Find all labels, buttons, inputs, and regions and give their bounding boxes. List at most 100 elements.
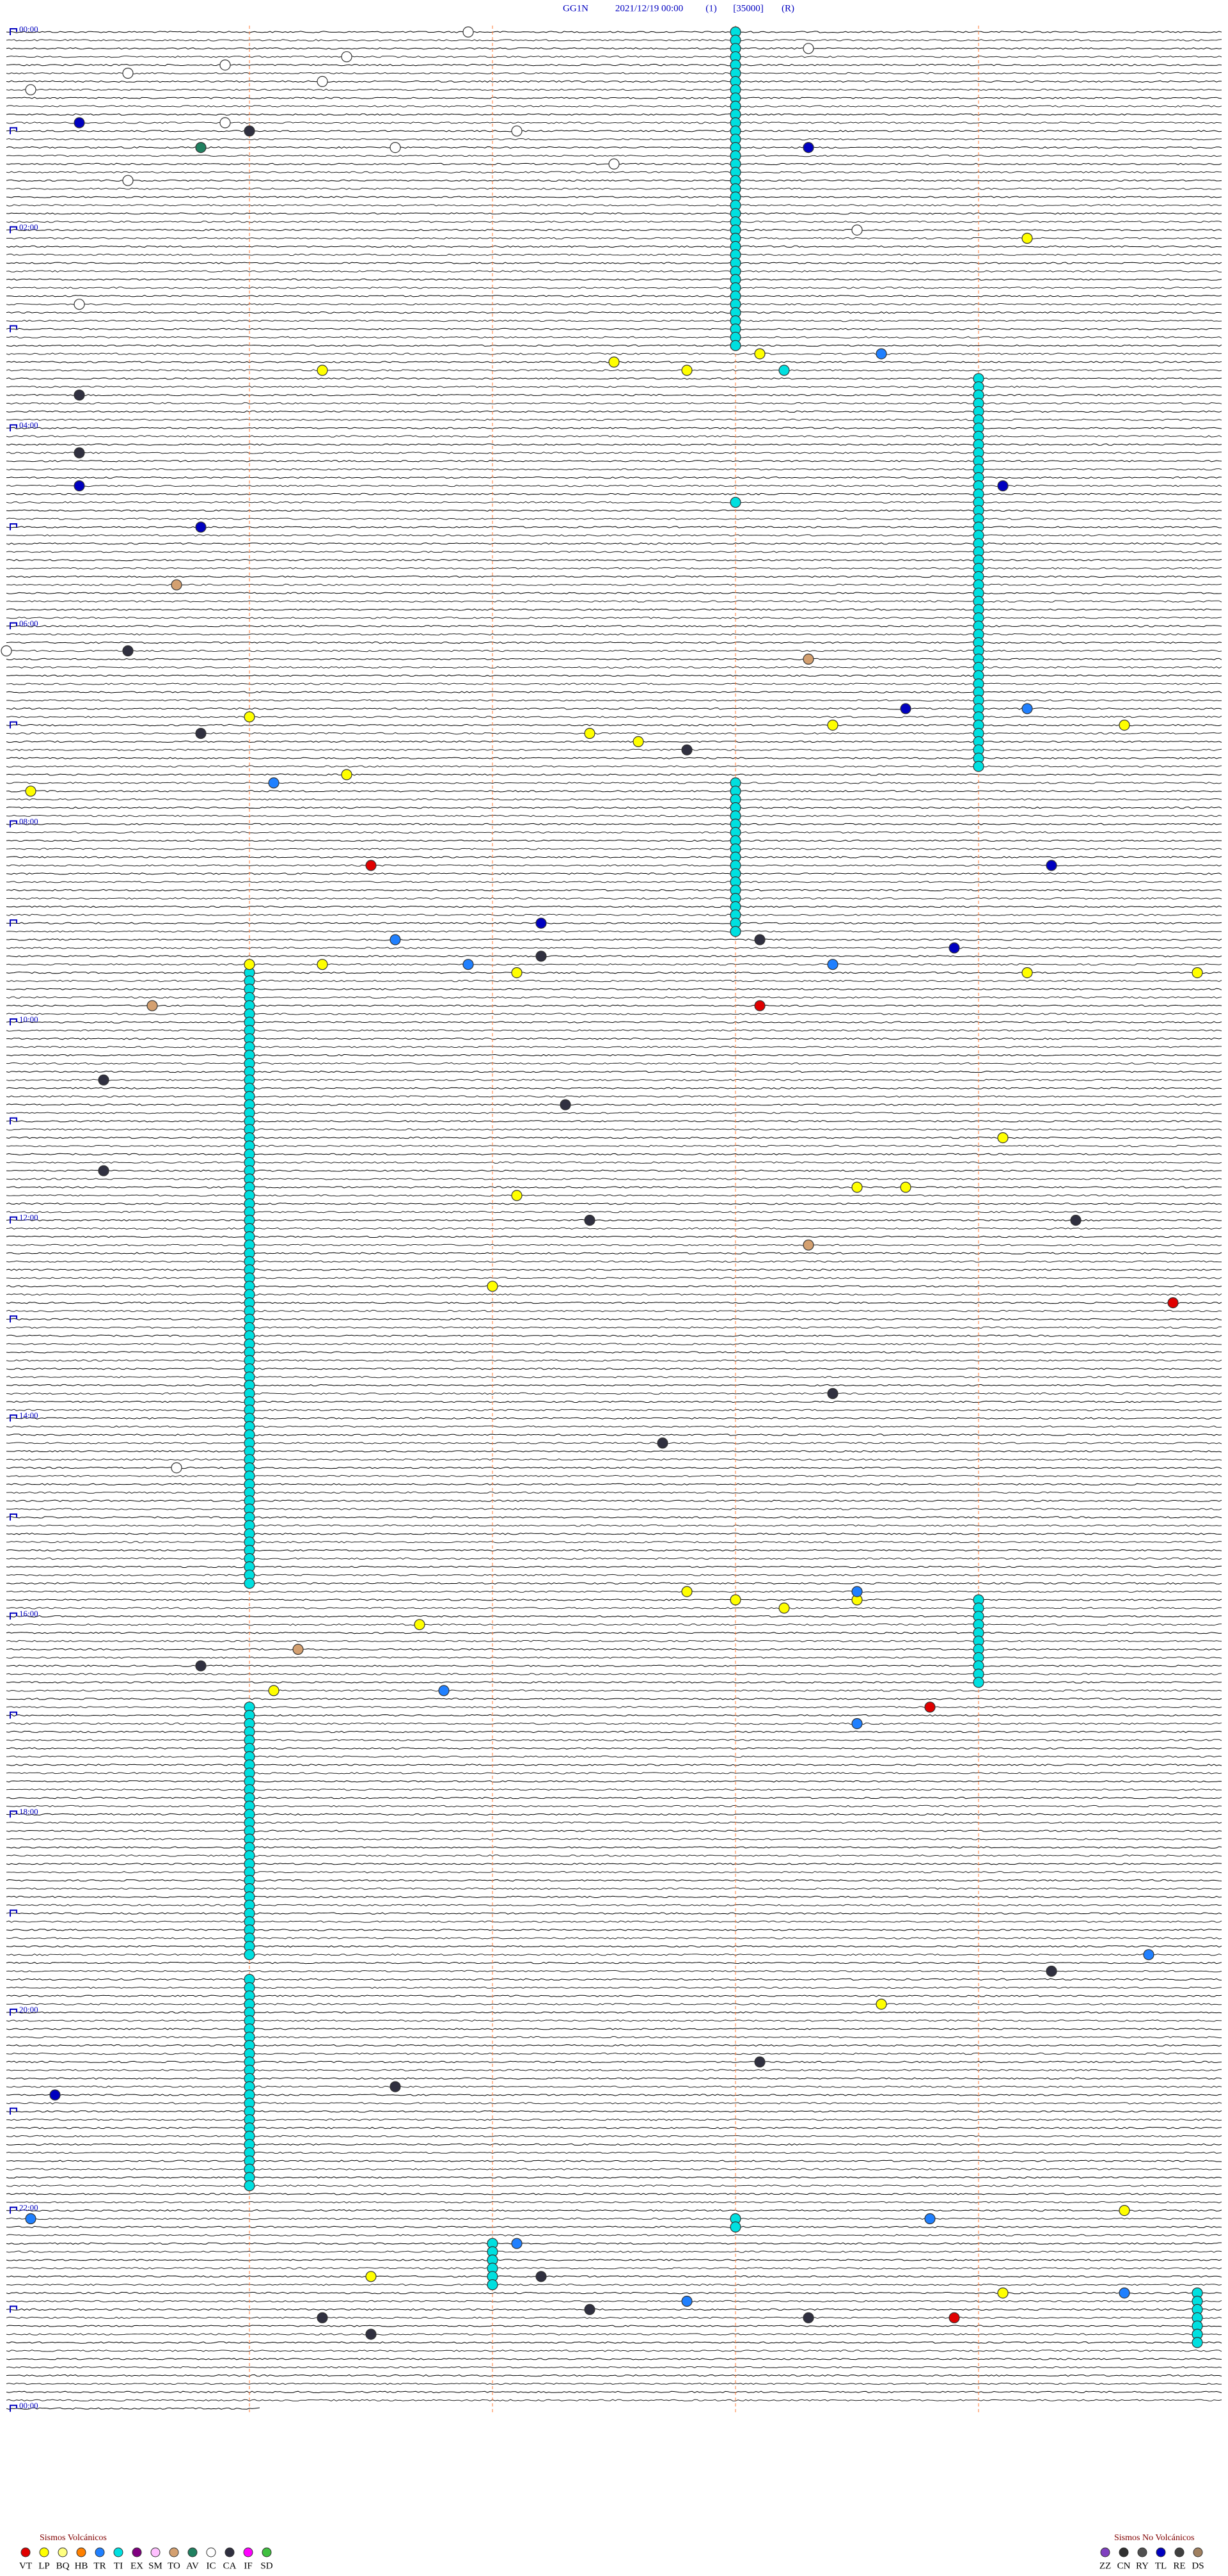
event-marker [317, 75, 328, 88]
trace [6, 1326, 1222, 1329]
legend-label: VT [19, 2561, 32, 2571]
trace [6, 2350, 1222, 2352]
trace [6, 2085, 1222, 2088]
event-marker [487, 2279, 498, 2291]
hour-marker [10, 2206, 17, 2214]
trace [6, 1623, 1222, 1626]
event-marker [487, 1281, 498, 1292]
trace [6, 1054, 1222, 1057]
trace [6, 1466, 1222, 1469]
trace [6, 1549, 1222, 1552]
trace [6, 336, 1222, 339]
legend-swatch [1193, 2547, 1203, 2557]
event-marker [1046, 1965, 1057, 1977]
event-marker [25, 2213, 36, 2225]
trace [6, 393, 1222, 397]
event-marker [535, 2271, 547, 2282]
trace [6, 1318, 1222, 1321]
trace [6, 691, 1222, 693]
trace [6, 1879, 1222, 1882]
trace [6, 1673, 1222, 1675]
trace [6, 2126, 1222, 2130]
hour-label: 00:00 [19, 2401, 38, 2410]
event-marker [827, 959, 838, 970]
legend-swatch [76, 2547, 86, 2557]
event-marker [25, 786, 36, 797]
trace [6, 88, 1222, 91]
hour-marker [10, 721, 17, 729]
legend-swatch [1119, 2547, 1129, 2557]
trace [6, 1285, 1222, 1288]
trace [6, 1772, 1222, 1774]
event-marker [195, 142, 207, 154]
event-marker [851, 1586, 863, 1597]
header-datetime: 2021/12/19 00:00 [615, 3, 683, 13]
event-marker [730, 496, 741, 508]
hour-marker [10, 919, 17, 927]
event-marker [681, 744, 693, 755]
trace [6, 460, 1222, 462]
trace [6, 1524, 1222, 1527]
event-marker [292, 1643, 304, 1655]
trace [6, 1920, 1222, 1923]
trace [6, 1062, 1222, 1065]
legend-label: CN [1117, 2561, 1131, 2571]
legend-swatch [187, 2547, 198, 2557]
trace [6, 130, 1222, 132]
trace [6, 303, 1222, 306]
trace [6, 1351, 1222, 1354]
event-marker [1021, 232, 1033, 244]
event-marker [511, 1190, 523, 1201]
trace [6, 922, 1222, 924]
event-marker [997, 480, 1009, 492]
trace [6, 889, 1222, 892]
event-marker [511, 2238, 523, 2249]
event-marker [122, 175, 134, 186]
trace [6, 2035, 1222, 2039]
event-marker [535, 917, 547, 929]
trace [6, 270, 1222, 273]
trace [6, 658, 1222, 661]
trace [6, 1796, 1222, 1799]
legend-title: Sismos Volcánicos [40, 2533, 107, 2543]
event-marker [949, 942, 960, 954]
trace [6, 1829, 1222, 1832]
event-marker [74, 299, 85, 310]
trace [6, 196, 1222, 198]
legend-label: TI [114, 2561, 123, 2571]
trace [6, 1087, 1222, 1089]
trace [6, 113, 1222, 116]
trace [6, 493, 1222, 496]
hour-marker [10, 1414, 17, 1422]
trace [6, 1103, 1222, 1106]
trace [6, 1384, 1222, 1387]
trace [6, 468, 1222, 471]
trace [6, 715, 1222, 718]
event-marker [244, 2180, 255, 2192]
legend-swatch [169, 2547, 179, 2557]
legend-swatch [95, 2547, 105, 2557]
event-marker [1046, 860, 1057, 871]
legend-label: IC [207, 2561, 216, 2571]
trace [6, 905, 1222, 908]
event-marker [317, 2312, 328, 2323]
trace [6, 1854, 1222, 1857]
event-marker [608, 158, 620, 170]
trace [6, 1978, 1222, 1981]
trace [6, 1004, 1222, 1007]
trace [6, 2300, 1222, 2303]
trace [6, 666, 1222, 669]
event-marker [341, 51, 352, 63]
trace [6, 798, 1222, 801]
event-marker [98, 1165, 109, 1176]
hour-marker [10, 2107, 17, 2115]
event-marker [924, 2213, 936, 2225]
event-marker [462, 26, 474, 38]
hour-label: 04:00 [19, 420, 38, 430]
trace [6, 1863, 1222, 1865]
event-marker [851, 225, 863, 236]
event-marker [681, 2295, 693, 2307]
legend-swatch [206, 2547, 216, 2557]
trace [6, 1161, 1222, 1164]
trace [6, 567, 1222, 570]
